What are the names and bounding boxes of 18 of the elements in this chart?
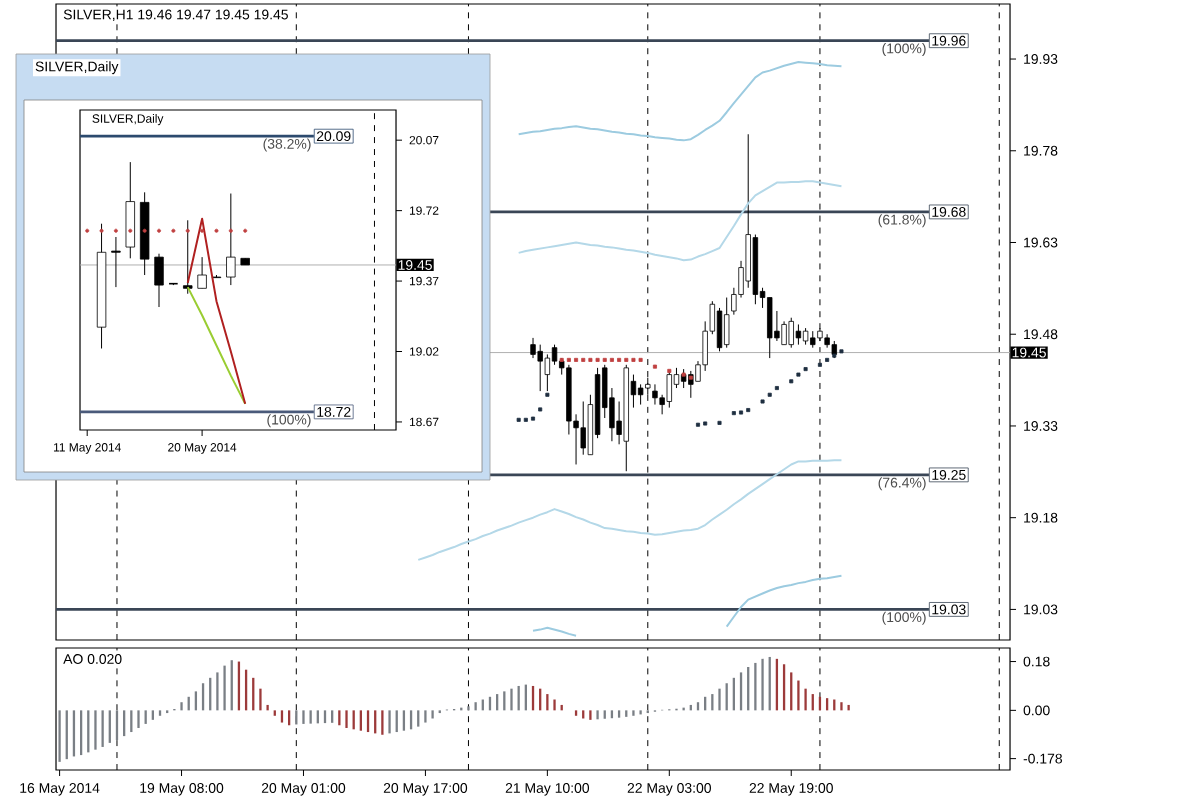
candlestick [197,256,207,289]
candlestick [111,236,121,288]
candlestick [537,344,543,392]
candlestick [716,307,723,352]
candlestick [154,253,164,308]
candlestick [788,317,794,349]
candlestick [544,353,551,392]
candlestick [767,297,773,359]
candlestick [580,400,586,456]
candlestick [666,370,672,409]
candlestick [226,193,236,286]
candlestick [652,383,658,406]
candlestick [183,219,193,295]
candlestick [824,333,830,349]
candlestick [125,161,135,259]
candlestick [530,337,536,359]
candlestick [637,383,644,406]
candlestick [795,323,802,346]
